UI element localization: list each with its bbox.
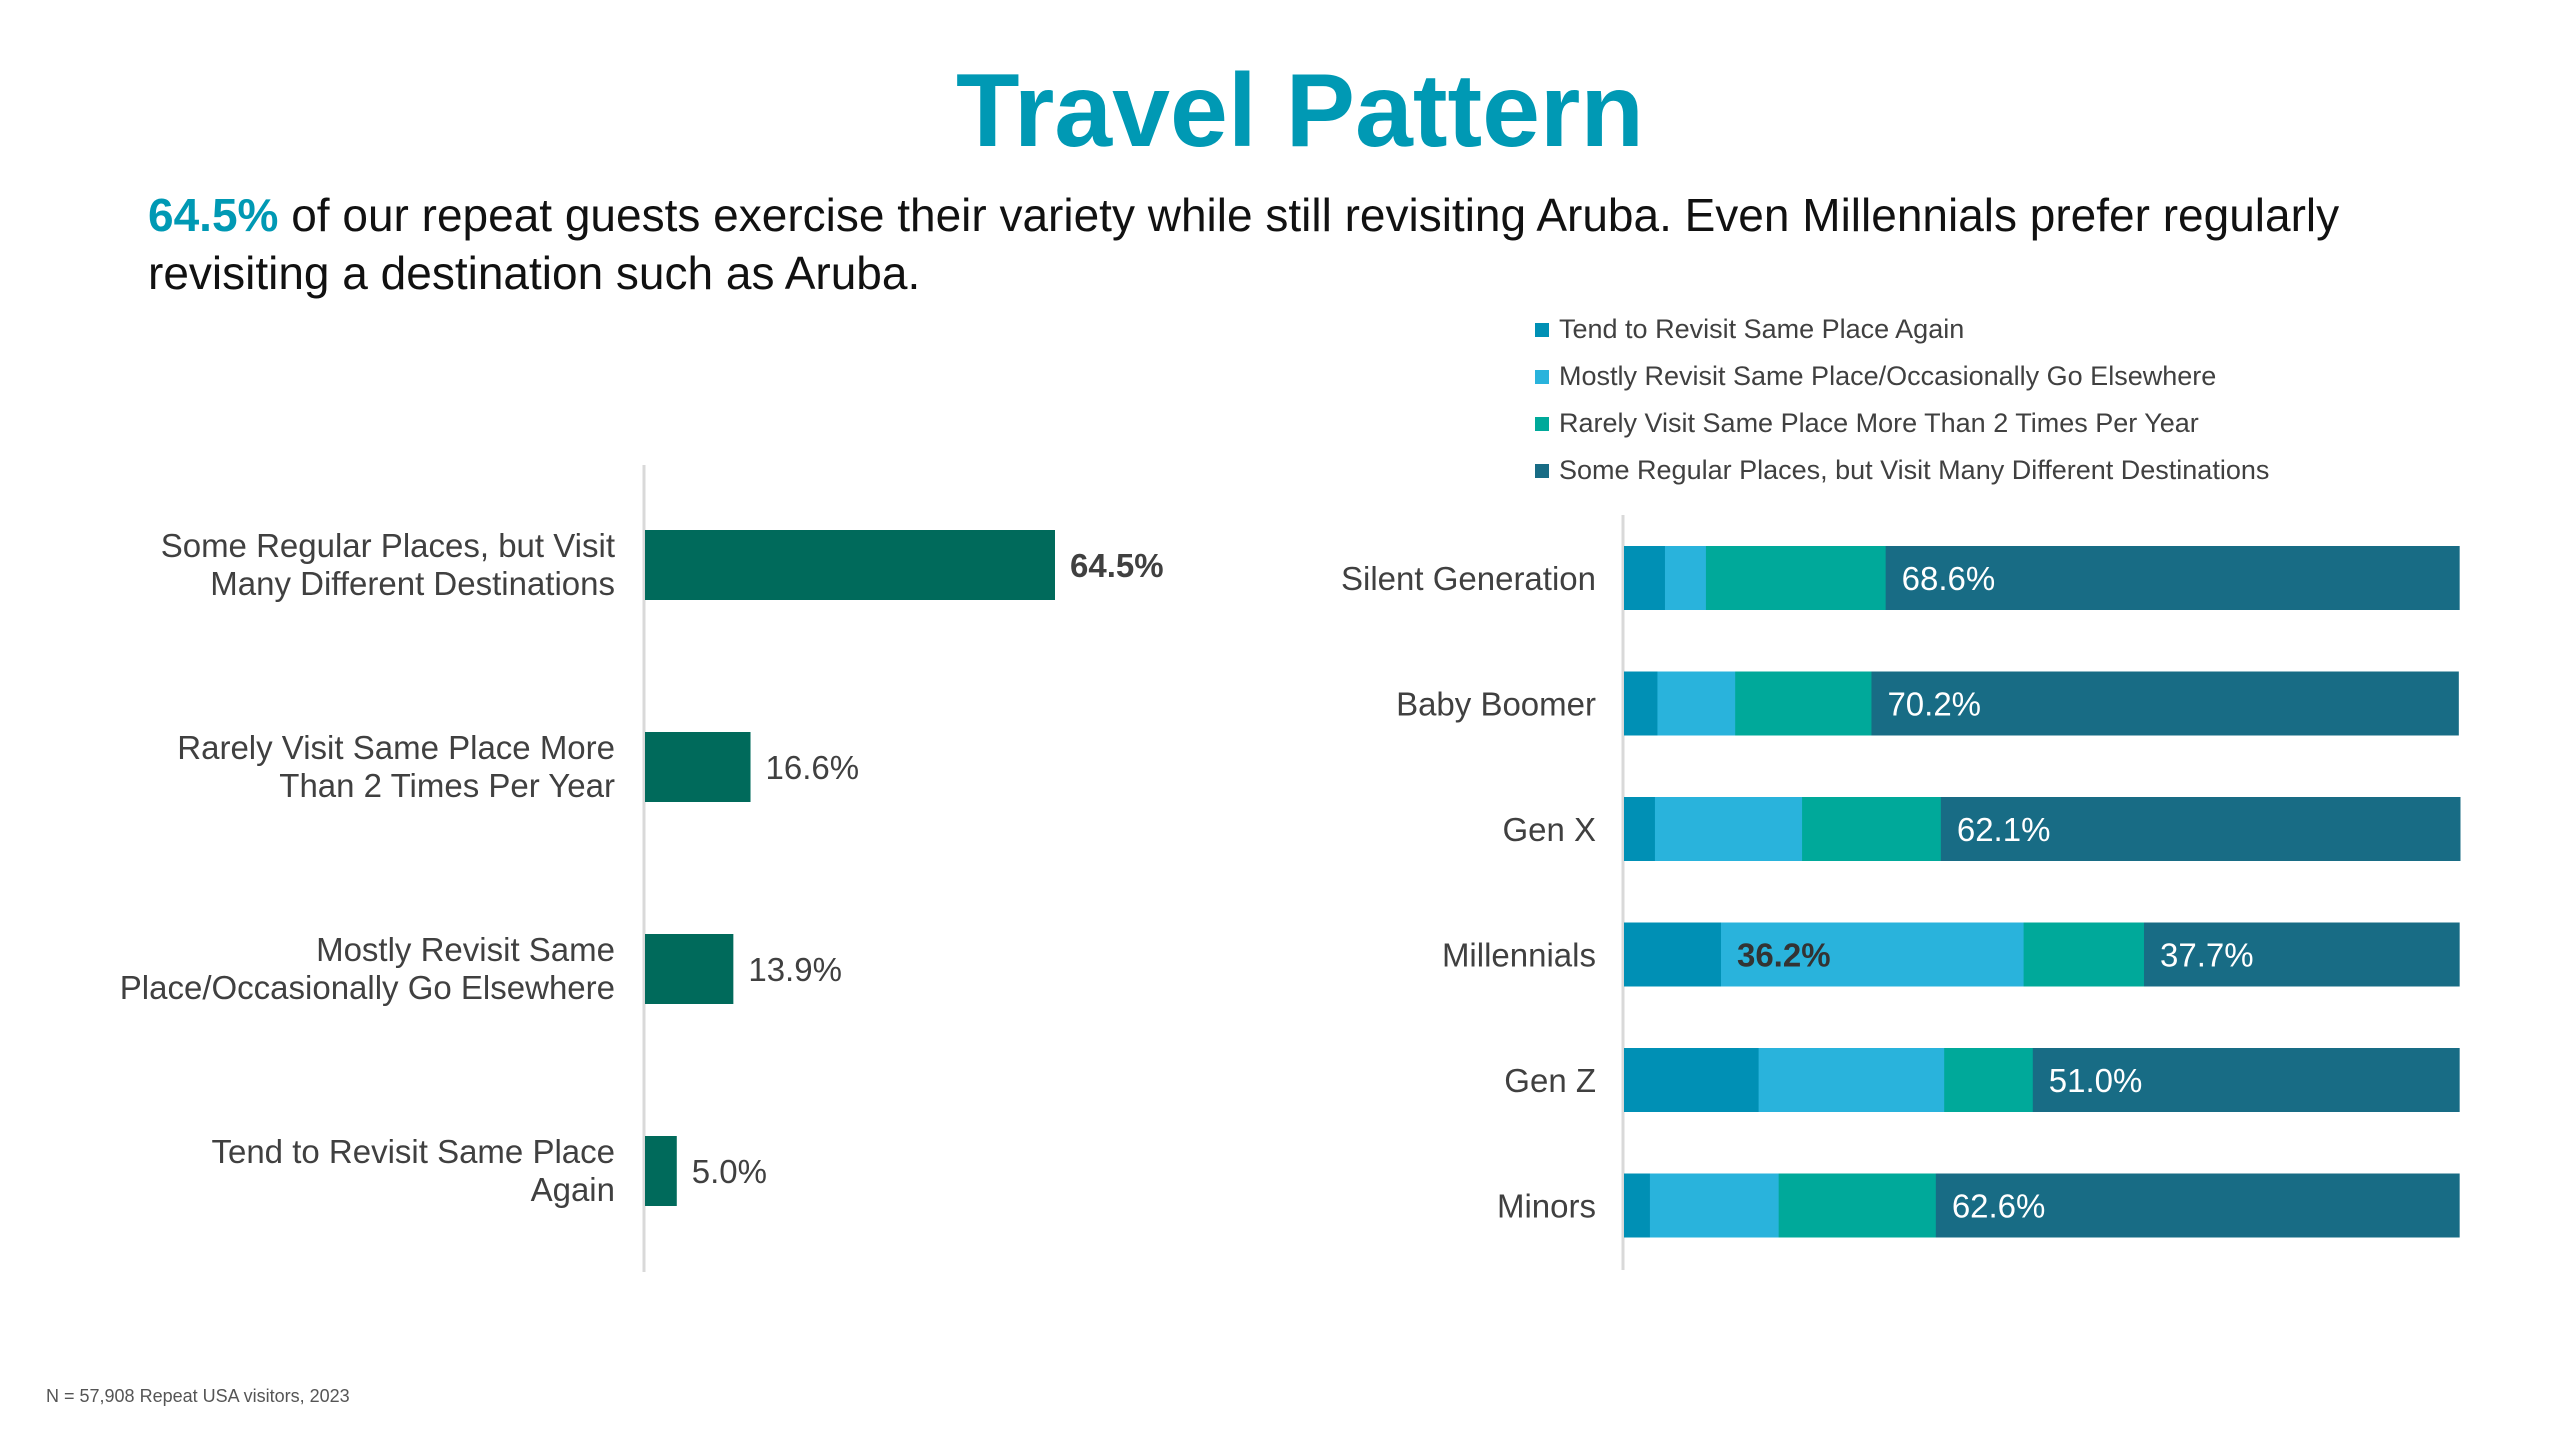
right-category-label: Silent Generation — [1341, 560, 1596, 597]
stacked-segment — [1944, 1048, 2034, 1112]
left-category-label: Many Different Destinations — [210, 565, 615, 602]
chart-legend: Tend to Revisit Same Place Again Mostly R… — [1535, 306, 2269, 494]
left-category-label: Again — [531, 1171, 615, 1208]
stacked-value-label: 62.1% — [1957, 811, 2051, 848]
stacked-value-label: 51.0% — [2049, 1062, 2143, 1099]
left-category-label: Rarely Visit Same Place More — [177, 729, 615, 766]
stacked-value-label: 68.6% — [1902, 560, 1996, 597]
stacked-segment — [2023, 922, 2145, 987]
left-bar — [645, 934, 734, 1004]
left-bar — [645, 1136, 677, 1206]
legend-item: Rarely Visit Same Place More Than 2 Time… — [1535, 400, 2269, 447]
legend-label: Some Regular Places, but Visit Many Diff… — [1559, 455, 2270, 485]
legend-item: Some Regular Places, but Visit Many Diff… — [1535, 447, 2269, 494]
stacked-segment — [1720, 922, 2025, 987]
left-category-label: Than 2 Times Per Year — [279, 767, 615, 804]
stacked-segment — [2032, 1048, 2460, 1112]
left-bar — [645, 530, 1055, 600]
left-bar — [645, 732, 751, 802]
right-category-label: Gen X — [1502, 811, 1596, 848]
stacked-segment — [1624, 1048, 1760, 1112]
stacked-segment — [1885, 546, 2460, 610]
stacked-segment — [1664, 546, 1707, 610]
left-category-label: Some Regular Places, but Visit — [161, 527, 615, 564]
left-category-label: Tend to Revisit Same Place — [211, 1133, 615, 1170]
stacked-value-label: 36.2% — [1737, 937, 1831, 974]
subtitle: 64.5% of our repeat guests exercise thei… — [148, 186, 2348, 302]
footnote: N = 57,908 Repeat USA visitors, 2023 — [46, 1386, 350, 1406]
stacked-segment — [1624, 922, 1722, 987]
stacked-segment — [1935, 1173, 2460, 1238]
legend-item: Tend to Revisit Same Place Again — [1535, 306, 2269, 353]
legend-swatch — [1535, 322, 1549, 337]
stacked-segment — [1624, 797, 1656, 861]
stacked-segment — [1735, 671, 1872, 736]
stacked-value-label: 62.6% — [1952, 1188, 2046, 1225]
right-category-label: Baby Boomer — [1396, 686, 1596, 723]
stacked-segment — [1778, 1173, 1937, 1238]
stacked-value-label: 70.2% — [1887, 686, 1981, 723]
page-title: Travel Pattern — [956, 53, 1644, 169]
left-bar-value-label: 16.6% — [766, 749, 860, 786]
stacked-segment — [1871, 671, 2459, 736]
legend-label: Mostly Revisit Same Place/Occasionally G… — [1559, 361, 2217, 391]
right-category-label: Minors — [1497, 1188, 1596, 1225]
stacked-segment — [1940, 797, 2461, 861]
stacked-segment — [1624, 546, 1666, 610]
legend-label: Tend to Revisit Same Place Again — [1559, 314, 1965, 344]
legend-swatch — [1535, 416, 1549, 431]
stacked-segment — [1758, 1048, 1945, 1112]
left-bar-value-label: 13.9% — [748, 951, 842, 988]
right-category-label: Millennials — [1442, 937, 1596, 974]
stacked-segment — [1624, 671, 1658, 736]
legend-swatch — [1535, 463, 1549, 478]
legend-item: Mostly Revisit Same Place/Occasionally G… — [1535, 353, 2269, 400]
stacked-segment — [1657, 671, 1736, 736]
stacked-segment — [1624, 1173, 1651, 1238]
left-category-label: Mostly Revisit Same — [316, 931, 615, 968]
legend-label: Rarely Visit Same Place More Than 2 Time… — [1559, 408, 2199, 438]
stacked-segment — [2143, 922, 2460, 987]
left-bar-value-label: 64.5% — [1070, 547, 1164, 584]
subtitle-highlight: 64.5% — [148, 189, 279, 241]
stacked-segment — [1705, 546, 1887, 610]
right-category-label: Gen Z — [1504, 1062, 1596, 1099]
left-bar-value-label: 5.0% — [692, 1153, 767, 1190]
stacked-segment — [1802, 797, 1942, 861]
stacked-segment — [1654, 797, 1803, 861]
subtitle-text: of our repeat guests exercise their vari… — [148, 189, 2340, 299]
left-category-label: Place/Occasionally Go Elsewhere — [120, 969, 615, 1006]
stacked-segment — [1649, 1173, 1780, 1238]
stacked-value-label: 37.7% — [2160, 937, 2254, 974]
legend-swatch — [1535, 369, 1549, 384]
